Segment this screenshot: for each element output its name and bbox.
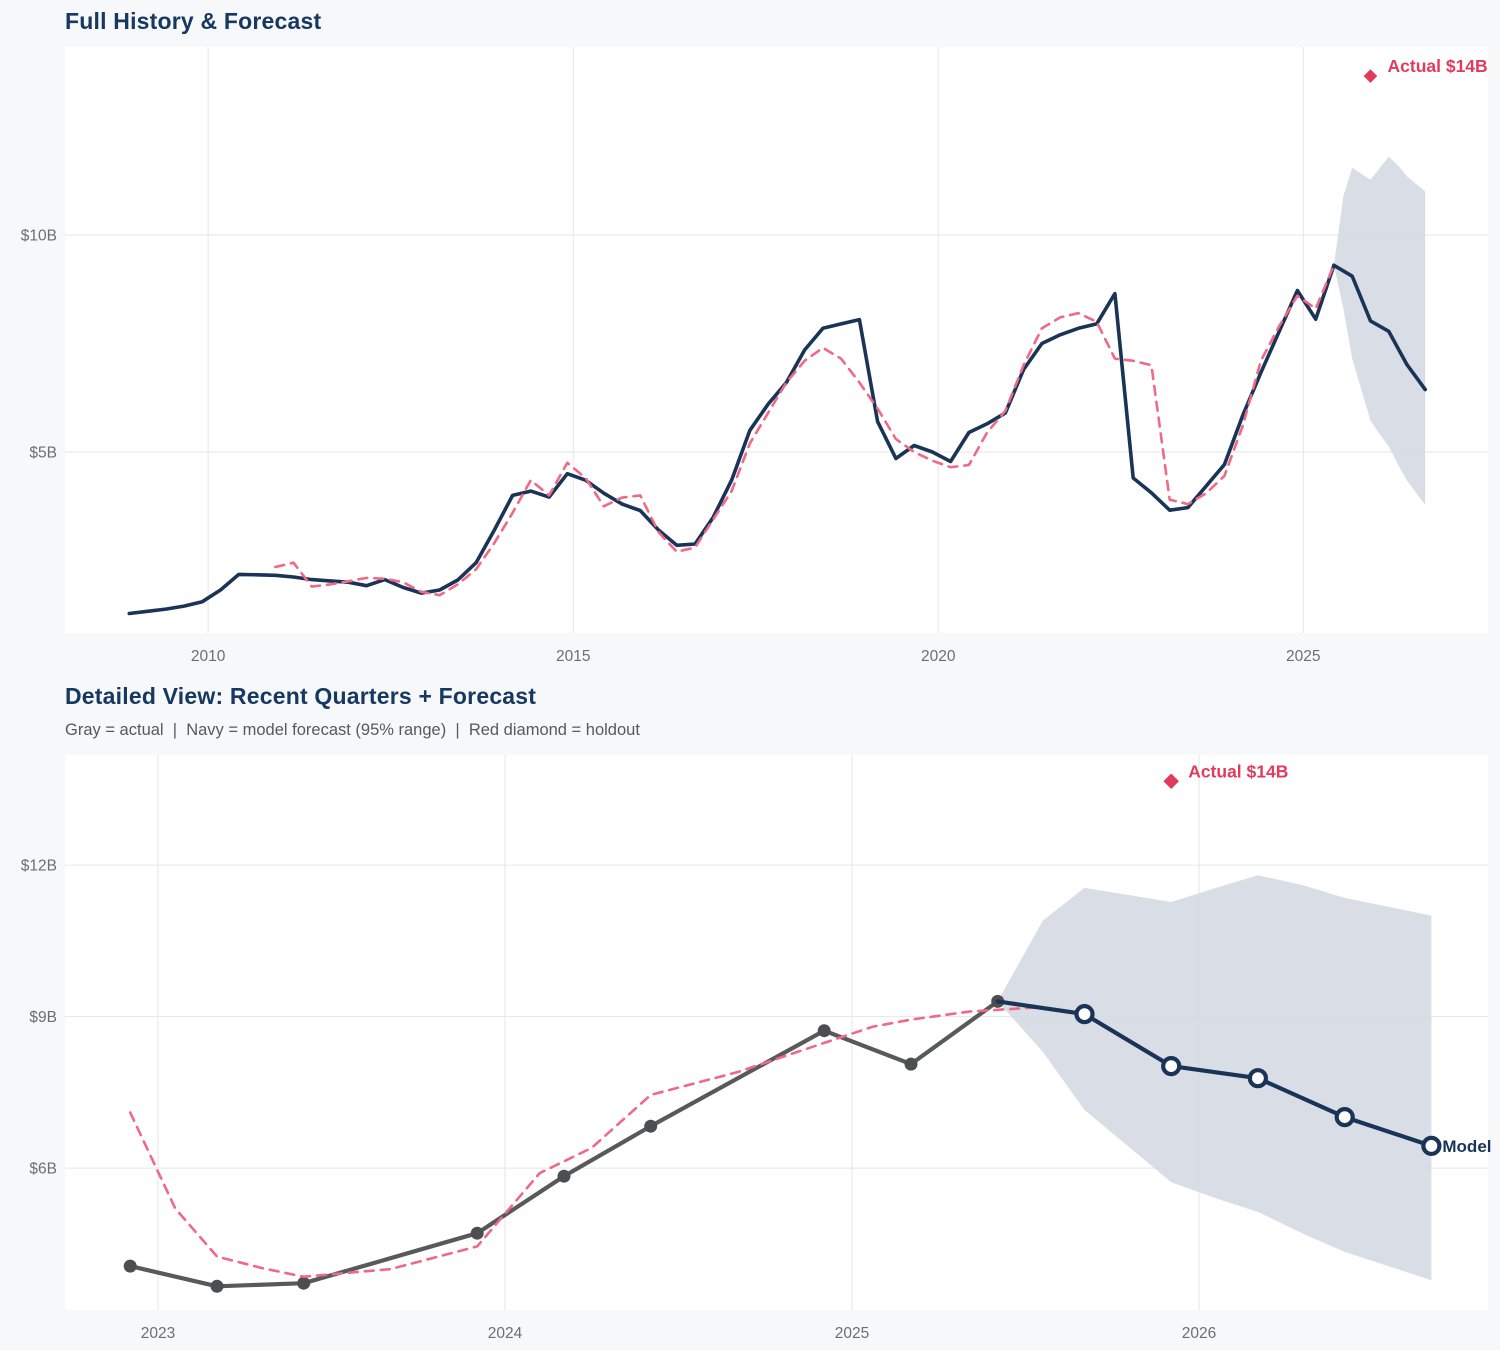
- bottom-forecast-band: [997, 875, 1432, 1281]
- top-forecast-band: [1333, 156, 1426, 505]
- bottom-model-forecast-line: [995, 999, 1434, 1148]
- bottom-actual-dot: [904, 1057, 918, 1071]
- bottom-holdout-diamond: [1163, 773, 1179, 790]
- top-ytick-label: $10B: [21, 228, 57, 245]
- bottom-forecast-marker: [1161, 1055, 1182, 1077]
- bottom-actual-dot: [557, 1169, 571, 1183]
- bottom-forecast-marker: [1247, 1068, 1269, 1089]
- bottom-xtick-label: 2023: [141, 1325, 175, 1342]
- bottom-actual-dot: [817, 1024, 831, 1038]
- top-ytick-label: $5B: [29, 445, 57, 462]
- top-model-forecast-line: [1332, 263, 1427, 392]
- bottom-actual-dot: [297, 1276, 311, 1290]
- top-holdout-label: Actual $14B: [1388, 56, 1488, 76]
- bottom-holdout-label: Actual $14B: [1188, 761, 1288, 781]
- top-xtick-label: 2015: [556, 648, 590, 665]
- bottom-forecast-marker: [1334, 1106, 1355, 1128]
- top-holdout-diamond: [1363, 69, 1378, 83]
- top-xtick-label: 2010: [191, 648, 226, 665]
- bottom-actual-dot: [123, 1259, 137, 1273]
- bottom-xtick-label: 2025: [835, 1325, 869, 1342]
- bottom-ytick-label: $6B: [29, 1161, 57, 1178]
- bottom-xtick-label: 2026: [1182, 1325, 1216, 1342]
- bottom-actual-dot: [644, 1119, 658, 1133]
- bottom-actual-dot: [470, 1226, 484, 1240]
- top-model-fit-line: [274, 264, 1336, 597]
- bottom-model-fit-line: [128, 1006, 1038, 1278]
- bottom-xtick-label: 2024: [488, 1325, 523, 1342]
- top-chart-title: Full History & Forecast: [65, 8, 322, 34]
- bottom-forecast-marker: [1421, 1135, 1442, 1157]
- top-plot-area: [65, 47, 1488, 633]
- bottom-ytick-label: $9B: [29, 1009, 57, 1026]
- bottom-actual-dot: [210, 1279, 224, 1293]
- bottom-forecast-marker: [1074, 1003, 1095, 1025]
- top-xtick-label: 2025: [1286, 648, 1320, 665]
- bottom-model-label: Model: [1442, 1137, 1491, 1156]
- bottom-chart-title: Detailed View: Recent Quarters + Forecas…: [65, 683, 537, 709]
- top-xtick-label: 2020: [921, 648, 956, 665]
- bottom-chart-legend-text: Gray = actual | Navy = model forecast (9…: [65, 721, 640, 739]
- bottom-ytick-label: $12B: [21, 858, 57, 875]
